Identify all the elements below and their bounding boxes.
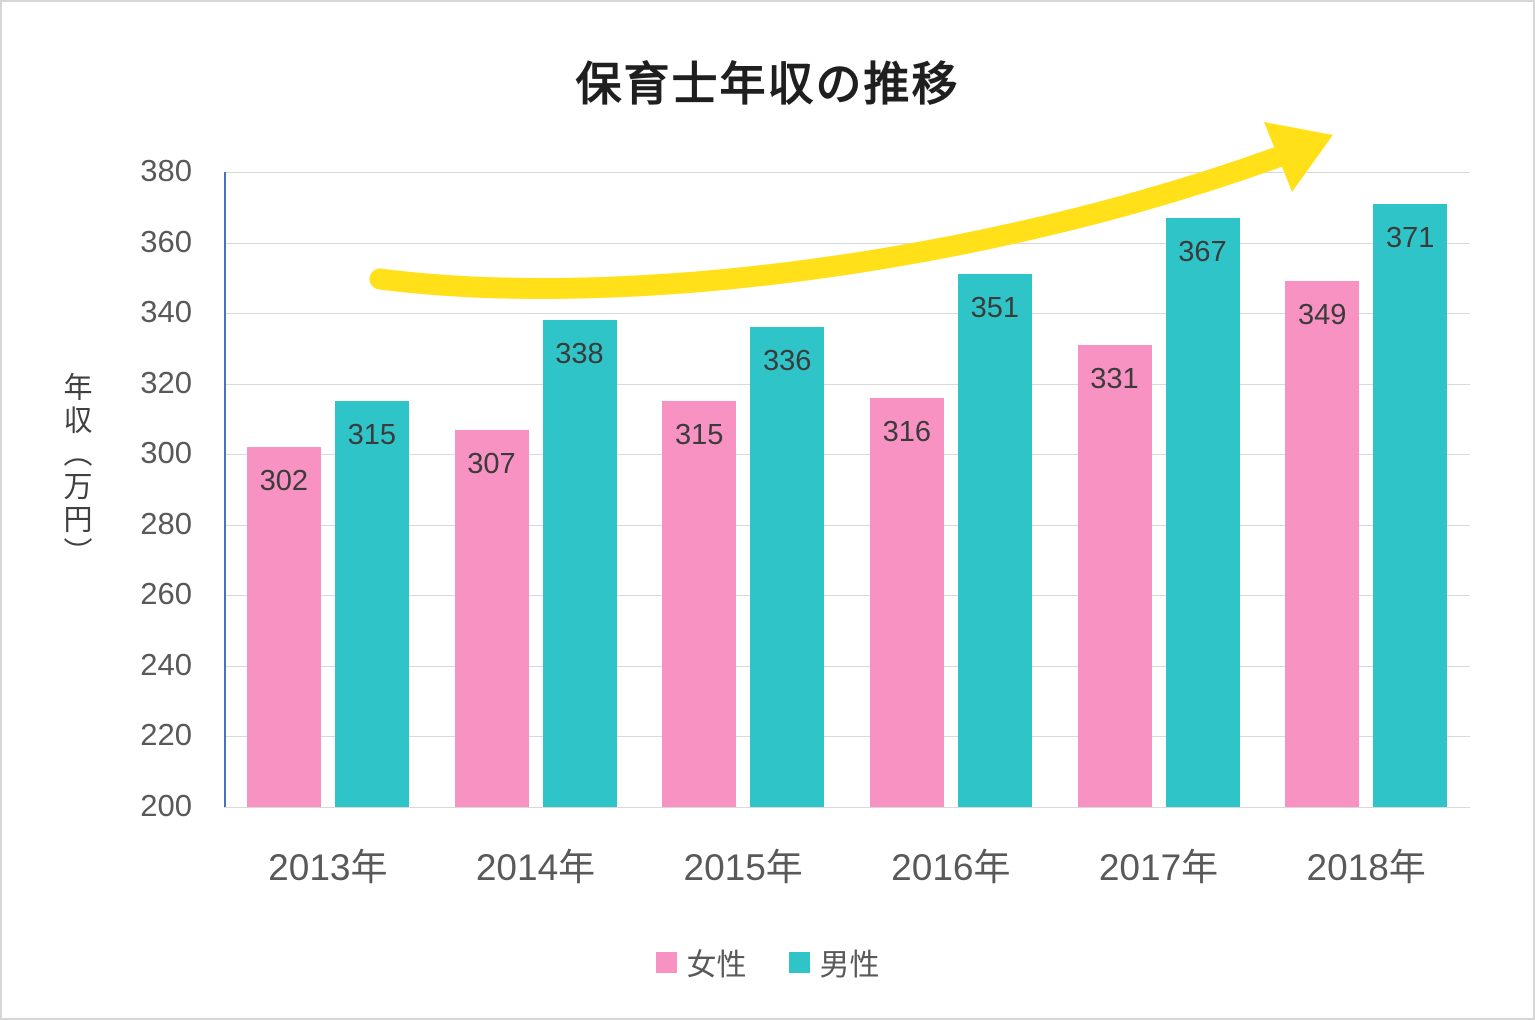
bar-male-2 bbox=[542, 320, 617, 807]
y-tick-label: 280 bbox=[140, 505, 192, 541]
gridline bbox=[224, 242, 1470, 244]
y-tick-label: 300 bbox=[140, 435, 192, 471]
bar-data-label: 367 bbox=[1178, 235, 1227, 268]
bar-male-5 bbox=[1165, 217, 1240, 807]
bar-female-6 bbox=[1285, 281, 1360, 807]
legend-label: 男性 bbox=[819, 949, 880, 982]
gridline bbox=[224, 383, 1470, 385]
bar-data-label: 349 bbox=[1297, 299, 1347, 332]
bar-data-label: 302 bbox=[259, 465, 309, 498]
legend-label: 女性 bbox=[686, 949, 747, 982]
bar-data-label: 336 bbox=[762, 345, 812, 378]
bar-data-label: 315 bbox=[347, 419, 397, 452]
bar-data-label: 307 bbox=[467, 447, 516, 480]
bar-data-label: 316 bbox=[882, 415, 932, 448]
y-tick-label: 200 bbox=[140, 788, 192, 823]
gridline bbox=[224, 524, 1470, 526]
bar-data-label: 315 bbox=[674, 419, 724, 452]
gridline bbox=[224, 807, 1470, 808]
x-tick-label: 2015年 bbox=[683, 847, 803, 888]
chart-title: 保育士年収の推移 bbox=[575, 58, 960, 110]
bar-male-3 bbox=[750, 327, 825, 807]
bar-male-1 bbox=[334, 401, 409, 807]
y-tick-label: 340 bbox=[140, 294, 192, 330]
y-axis-title: 年収（万円） bbox=[59, 372, 91, 570]
x-tick-label: 2017年 bbox=[1098, 847, 1219, 888]
bar-female-4 bbox=[869, 397, 944, 807]
x-tick-label: 2013年 bbox=[268, 847, 388, 888]
bar-data-label: 331 bbox=[1090, 362, 1139, 395]
x-tick-label: 2018年 bbox=[1306, 847, 1426, 888]
gridline bbox=[224, 665, 1470, 667]
y-tick-label: 320 bbox=[140, 364, 192, 400]
y-tick-label: 260 bbox=[140, 576, 192, 612]
legend-swatch bbox=[788, 951, 810, 973]
gridline bbox=[224, 172, 1470, 173]
bar-data-label: 338 bbox=[555, 338, 604, 371]
y-tick-label: 220 bbox=[140, 717, 192, 753]
y-axis-line bbox=[224, 172, 226, 807]
legend-item: 男性 bbox=[788, 940, 880, 984]
bar-female-5 bbox=[1077, 344, 1152, 807]
gridline bbox=[224, 736, 1470, 738]
gridline bbox=[224, 454, 1470, 456]
gridline bbox=[224, 595, 1470, 597]
y-tick-label: 360 bbox=[140, 223, 192, 259]
legend-swatch bbox=[655, 951, 677, 973]
bar-data-label: 371 bbox=[1385, 221, 1435, 254]
bar-female-2 bbox=[454, 429, 529, 807]
bar-data-label: 351 bbox=[970, 292, 1020, 325]
legend-item: 女性 bbox=[655, 940, 747, 984]
bar-male-6 bbox=[1373, 203, 1448, 807]
y-tick-label: 240 bbox=[140, 646, 192, 682]
bar-male-4 bbox=[957, 274, 1032, 807]
x-tick-label: 2014年 bbox=[475, 847, 596, 888]
x-tick-label: 2016年 bbox=[891, 847, 1011, 888]
gridline bbox=[224, 313, 1470, 315]
bar-female-3 bbox=[662, 401, 737, 807]
chart-legend: 女性 男性 bbox=[2, 940, 1533, 984]
bar-female-1 bbox=[246, 447, 321, 807]
y-tick-label: 380 bbox=[140, 153, 192, 188]
